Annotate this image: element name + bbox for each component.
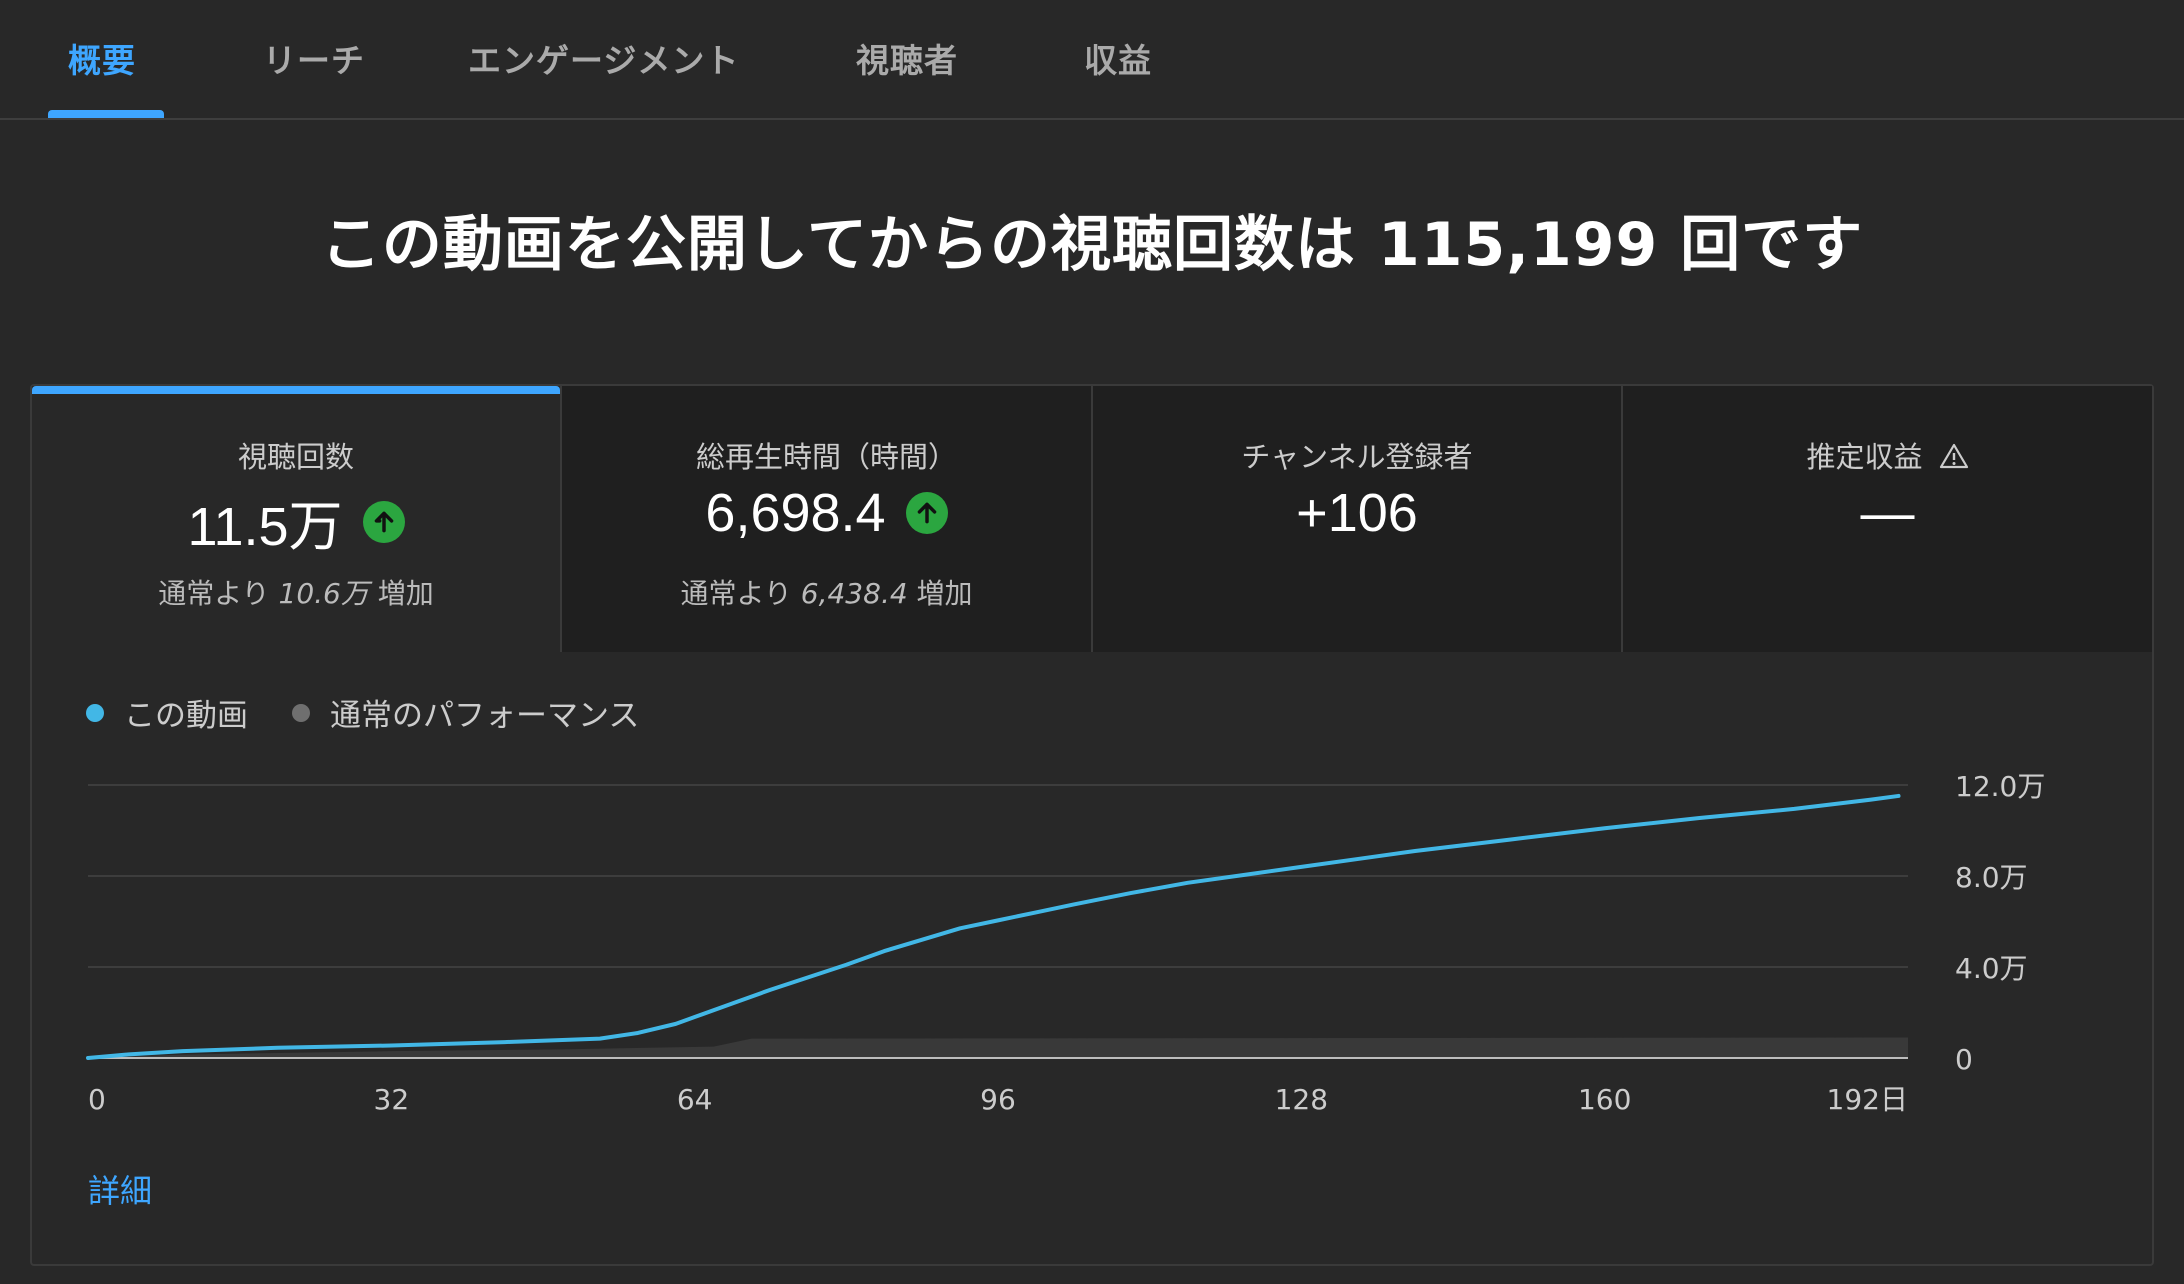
x-tick-label: 96 xyxy=(980,1083,1016,1116)
page-headline: この動画を公開してからの視聴回数は 115,199 回です xyxy=(320,210,1864,280)
metric-value: 6,698.4 xyxy=(705,483,886,543)
legend-item-typical: 通常のパフォーマンス xyxy=(292,690,639,735)
legend-label: この動画 xyxy=(124,698,248,734)
comparison-prefix: 通常より xyxy=(158,577,279,610)
comparison-suffix: 増加 xyxy=(907,577,973,610)
typical-performance-band xyxy=(88,1037,1908,1058)
arrow-up-icon xyxy=(362,500,405,543)
metric-value: — xyxy=(1860,483,1915,543)
y-tick-label: 8.0万 xyxy=(1955,861,2028,894)
metric-card-subscribers[interactable]: チャンネル登録者 +106 xyxy=(1093,386,1623,652)
selected-card-accent xyxy=(32,386,560,394)
comparison-value: 6,438.4 xyxy=(800,577,908,610)
warning-icon xyxy=(1939,442,1969,477)
x-tick-label: 128 xyxy=(1275,1083,1328,1116)
legend-item-this-video: この動画 xyxy=(86,690,248,735)
metric-value: +106 xyxy=(1296,483,1418,543)
metric-title: 推定収益 xyxy=(1623,434,2152,477)
legend-label: 通常のパフォーマンス xyxy=(330,698,640,734)
comparison-suffix: 増加 xyxy=(368,577,434,610)
tab-audience[interactable]: 視聴者 xyxy=(856,41,958,80)
x-tick-label: 192日 xyxy=(1827,1083,1908,1116)
comparison-value: 10.6万 xyxy=(278,577,369,610)
metric-card-revenue[interactable]: 推定収益 — xyxy=(1623,386,2152,652)
details-link[interactable]: 詳細 xyxy=(88,1172,153,1210)
x-tick-label: 160 xyxy=(1578,1083,1631,1116)
y-tick-label: 4.0万 xyxy=(1955,952,2028,985)
metric-value: 11.5万 xyxy=(187,497,343,557)
x-tick-label: 32 xyxy=(374,1083,410,1116)
analytics-panel: 視聴回数 11.5万 通常より 10.6万 増加 総再生時間（時間） 6,698… xyxy=(30,384,2154,1266)
tab-engagement[interactable]: エンゲージメント xyxy=(468,41,740,80)
y-tick-label: 12.0万 xyxy=(1955,770,2045,803)
comparison-prefix: 通常より xyxy=(680,577,801,610)
y-tick-label: 0 xyxy=(1955,1043,1973,1076)
x-tick-label: 0 xyxy=(88,1083,106,1116)
metric-comparison: 通常より 10.6万 増加 xyxy=(32,572,560,612)
active-tab-indicator xyxy=(48,110,164,118)
series-line-this-video xyxy=(86,793,1901,1060)
metric-title: 総再生時間（時間） xyxy=(695,440,957,474)
metric-comparison: 通常より 6,438.4 増加 xyxy=(562,572,1091,612)
tab-bar: 概要 リーチ エンゲージメント 視聴者 収益 xyxy=(0,0,2184,120)
tab-reach[interactable]: リーチ xyxy=(263,41,365,80)
metric-card-watch-time[interactable]: 総再生時間（時間） 6,698.4 通常より 6,438.4 増加 xyxy=(562,386,1093,652)
metric-card-views[interactable]: 視聴回数 11.5万 通常より 10.6万 増加 xyxy=(32,386,562,652)
metric-title: 視聴回数 xyxy=(237,440,354,474)
tab-revenue[interactable]: 収益 xyxy=(1084,41,1152,80)
x-tick-label: 64 xyxy=(677,1083,713,1116)
legend-dot-icon xyxy=(292,703,310,722)
tab-overview[interactable]: 概要 xyxy=(68,41,136,80)
arrow-up-icon xyxy=(905,492,948,534)
metric-title: チャンネル登録者 xyxy=(1241,440,1473,474)
legend-dot-icon xyxy=(86,703,104,722)
chart-legend: この動画 通常のパフォーマンス xyxy=(86,690,683,735)
metric-title-text: 推定収益 xyxy=(1806,440,1923,474)
